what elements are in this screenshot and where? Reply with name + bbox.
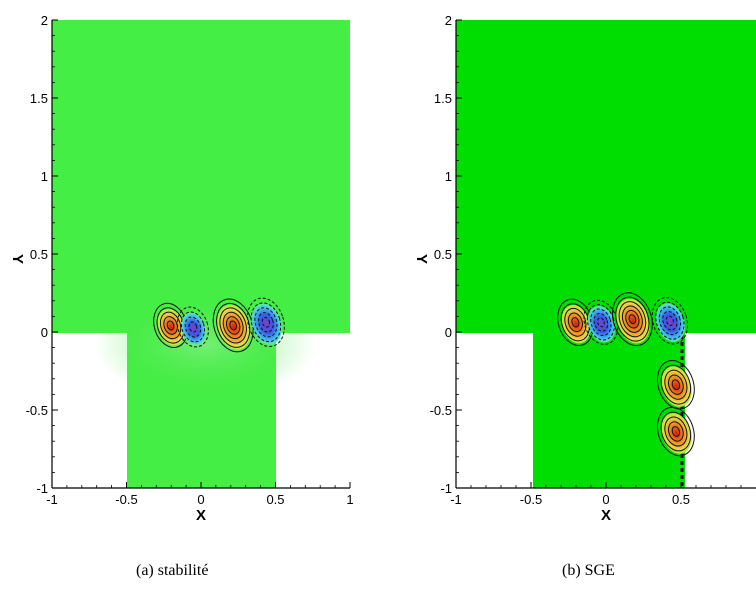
contour-line xyxy=(660,364,692,405)
contour-line xyxy=(219,307,247,344)
axes: -1 -0.5 0 0.5 1 1.5 2 -1 -0.5 0 0.5 1 X Y xyxy=(9,13,354,524)
vortex-positive xyxy=(656,406,695,457)
y-tick-label: -0.5 xyxy=(26,403,48,418)
contour-line xyxy=(671,426,681,437)
panel-sge: -1 -0.5 0 0.5 1 1.5 2 -1 -0.5 0 0.5 X Y xyxy=(413,13,756,524)
contour-line xyxy=(615,296,650,342)
contour-line xyxy=(660,411,692,452)
flow-domain xyxy=(456,20,756,488)
y-tick-label: 1 xyxy=(445,169,452,184)
x-tick-label: 1 xyxy=(346,492,353,507)
contour-line xyxy=(668,421,684,442)
caption-b: (b) SGE xyxy=(562,562,615,579)
contour-line xyxy=(655,301,685,340)
contour-line xyxy=(671,379,681,391)
contour-line xyxy=(656,406,695,457)
contour-line xyxy=(596,317,605,328)
shear-layer-glow xyxy=(95,290,315,400)
x-axis-label: X xyxy=(601,507,611,524)
contour-line xyxy=(180,311,205,343)
contour-line xyxy=(621,305,643,333)
contour-line xyxy=(564,307,587,337)
y-tick-label: -1 xyxy=(440,481,452,496)
vortex-core xyxy=(181,312,206,345)
x-tick-label: 0.5 xyxy=(672,492,690,507)
y-tick-label: 1.5 xyxy=(30,91,48,106)
y-tick-label: 0 xyxy=(445,325,452,340)
vortex-negative xyxy=(651,297,689,345)
contour-line xyxy=(571,317,580,328)
y-tick-label: 0.5 xyxy=(434,247,452,262)
contour-line xyxy=(229,320,237,331)
flow-domain xyxy=(52,20,350,488)
contour-line xyxy=(665,315,674,326)
contour-line xyxy=(222,311,244,340)
x-axis-label: X xyxy=(196,507,206,524)
contour-line xyxy=(567,312,583,333)
contour-line xyxy=(611,292,653,347)
axes: -1 -0.5 0 0.5 1 1.5 2 -1 -0.5 0 0.5 X Y xyxy=(413,13,756,524)
contour-line xyxy=(662,310,678,331)
vortex-positive xyxy=(212,298,254,353)
vortex-structures xyxy=(153,297,285,353)
y-tick-label: 0 xyxy=(41,325,48,340)
contour-line xyxy=(163,316,178,335)
contour-line xyxy=(226,316,241,335)
contour-line xyxy=(159,311,182,340)
contour-line xyxy=(166,320,175,331)
contour-line xyxy=(618,301,647,338)
vortex-core xyxy=(587,306,616,343)
x-tick-label: 0 xyxy=(197,492,204,507)
y-axis-label: Y xyxy=(413,254,430,264)
caption-a: (a) stabilité xyxy=(136,562,209,579)
x-tick-label: 0 xyxy=(602,492,609,507)
contour-line xyxy=(188,321,198,333)
vortex-positive xyxy=(611,292,653,347)
contour-line xyxy=(664,369,688,400)
contour-line xyxy=(250,302,282,343)
x-tick-label: -1 xyxy=(46,492,58,507)
y-tick-label: 1.5 xyxy=(434,91,452,106)
contour-line xyxy=(628,314,637,325)
contour-line xyxy=(651,297,689,345)
contour-line xyxy=(254,307,278,338)
y-tick-label: 0.5 xyxy=(30,247,48,262)
contour-line xyxy=(656,359,695,410)
contour-line xyxy=(247,297,285,348)
x-tick-label: -1 xyxy=(450,492,462,507)
vortex-positive xyxy=(557,298,594,346)
x-tick-label: 0.5 xyxy=(266,492,284,507)
contour-line xyxy=(590,308,612,337)
panel-stabilite: -1 -0.5 0 0.5 1 1.5 2 -1 -0.5 0 0.5 1 X Y xyxy=(9,13,354,524)
vortex-negative xyxy=(247,297,285,348)
vortex-negative xyxy=(177,306,209,348)
contour-line xyxy=(177,306,209,348)
x-tick-label: -0.5 xyxy=(520,492,542,507)
contour-line xyxy=(625,309,640,329)
contour-line xyxy=(658,306,681,336)
contour-line xyxy=(184,316,202,338)
y-tick-label: 2 xyxy=(445,13,452,28)
y-axis-label: Y xyxy=(9,254,26,264)
y-tick-label: 2 xyxy=(41,13,48,28)
y-tick-label: -0.5 xyxy=(430,403,452,418)
y-tick-label: -1 xyxy=(36,481,48,496)
contour-line xyxy=(668,374,684,395)
y-tick-label: 1 xyxy=(41,169,48,184)
contour-line xyxy=(261,316,271,328)
vortex-positive xyxy=(656,359,695,410)
x-tick-label: -0.5 xyxy=(115,492,137,507)
contour-line xyxy=(664,416,688,447)
vortex-structures xyxy=(557,292,695,457)
contour-line xyxy=(216,302,251,348)
